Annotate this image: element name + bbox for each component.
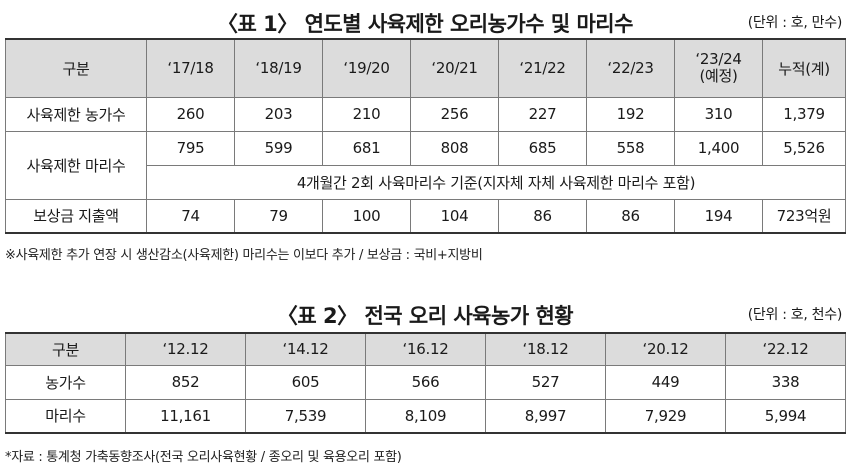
header-cell: ‘22.12 — [725, 332, 846, 366]
header-cell: ‘20.12 — [605, 332, 726, 366]
table-row: 농가수 852 605 566 527 449 338 — [5, 364, 846, 400]
table-row: 마리수 11,161 7,539 8,109 8,997 7,929 5,994 — [5, 398, 846, 434]
header-cell: ‘23/24 (예정) — [674, 38, 763, 98]
table-cell: 210 — [322, 96, 411, 132]
header-cell: ‘16.12 — [365, 332, 486, 366]
table-cell: 605 — [245, 364, 366, 400]
table2-footnote: *자료 : 통계청 가축동향조사(전국 오리사육현황 / 종오리 및 육용오리 … — [5, 450, 402, 465]
table-cell: 100 — [322, 198, 411, 234]
table2-title: 〈표 2〉 전국 오리 사육농가 현황 — [276, 304, 574, 328]
table-cell: 203 — [234, 96, 323, 132]
span-note: 4개월간 2회 사육마리수 기준(지자체 자체 사육제한 마리수 포함) — [146, 164, 846, 200]
table-cell: 723억원 — [762, 198, 846, 234]
table2-header-row: 구분 ‘12.12 ‘14.12 ‘16.12 ‘18.12 ‘20.12 ‘2… — [5, 332, 846, 366]
row-label: 보상금 지출액 — [5, 198, 147, 234]
table-cell: 86 — [498, 198, 587, 234]
table-cell: 449 — [605, 364, 726, 400]
table-cell: 338 — [725, 364, 846, 400]
table-cell: 260 — [146, 96, 235, 132]
table-cell: 8,997 — [485, 398, 606, 434]
row-label: 사육제한 마리수 — [5, 130, 147, 200]
table-cell: 7,539 — [245, 398, 366, 434]
table-row: 사육제한 농가수 260 203 210 256 227 192 310 1,3… — [5, 96, 846, 132]
table-cell: 566 — [365, 364, 486, 400]
header-cell: 구분 — [5, 332, 126, 366]
table1-unit: (단위 : 호, 만수) — [747, 15, 843, 31]
header-cell-line: ‘23/24 — [695, 50, 742, 69]
table1-header-row: 구분 ‘17/18 ‘18/19 ‘19/20 ‘20/21 ‘21/22 ‘2… — [5, 38, 846, 98]
header-cell: ‘19/20 — [322, 38, 411, 98]
table-cell: 527 — [485, 364, 606, 400]
table-cell: 808 — [410, 130, 499, 166]
header-cell: ‘18.12 — [485, 332, 606, 366]
table-cell: 310 — [674, 96, 763, 132]
header-cell: ‘12.12 — [125, 332, 246, 366]
table-cell: 192 — [586, 96, 675, 132]
table-cell: 1,400 — [674, 130, 763, 166]
header-cell: 누적(계) — [762, 38, 846, 98]
table-cell: 104 — [410, 198, 499, 234]
table-cell: 79 — [234, 198, 323, 234]
table-cell: 8,109 — [365, 398, 486, 434]
header-cell: ‘17/18 — [146, 38, 235, 98]
table1-footnote: ※사육제한 추가 연장 시 생산감소(사육제한) 마리수는 이보다 추가 / 보… — [5, 248, 483, 263]
header-cell: ‘20/21 — [410, 38, 499, 98]
table-cell: 5,526 — [762, 130, 846, 166]
header-cell: ‘21/22 — [498, 38, 587, 98]
table-cell: 852 — [125, 364, 246, 400]
table-cell: 599 — [234, 130, 323, 166]
row-label: 마리수 — [5, 398, 126, 434]
table-cell: 681 — [322, 130, 411, 166]
table-cell: 558 — [586, 130, 675, 166]
table-cell: 256 — [410, 96, 499, 132]
table-cell: 5,994 — [725, 398, 846, 434]
table-row: 보상금 지출액 74 79 100 104 86 86 194 723억원 — [5, 198, 846, 234]
header-cell: ‘14.12 — [245, 332, 366, 366]
table2-unit: (단위 : 호, 천수) — [747, 307, 843, 323]
header-cell: 구분 — [5, 38, 147, 98]
table2: 구분 ‘12.12 ‘14.12 ‘16.12 ‘18.12 ‘20.12 ‘2… — [5, 332, 846, 434]
row-label: 농가수 — [5, 364, 126, 400]
table-cell: 1,379 — [762, 96, 846, 132]
row-label: 사육제한 농가수 — [5, 96, 147, 132]
table-cell: 795 — [146, 130, 235, 166]
table-cell: 7,929 — [605, 398, 726, 434]
table-cell: 227 — [498, 96, 587, 132]
table-row: 사육제한 마리수 795 599 681 808 685 558 1,400 5… — [5, 130, 846, 200]
table-cell: 86 — [586, 198, 675, 234]
header-cell: ‘22/23 — [586, 38, 675, 98]
table-cell: 685 — [498, 130, 587, 166]
table-cell: 194 — [674, 198, 763, 234]
table1: 구분 ‘17/18 ‘18/19 ‘19/20 ‘20/21 ‘21/22 ‘2… — [5, 38, 846, 234]
table-cell: 74 — [146, 198, 235, 234]
header-cell-line: (예정) — [699, 67, 738, 86]
table-row: 4개월간 2회 사육마리수 기준(지자체 자체 사육제한 마리수 포함) — [6, 164, 846, 200]
header-cell: ‘18/19 — [234, 38, 323, 98]
table1-title: 〈표 1〉 연도별 사육제한 오리농가수 및 마리수 — [217, 12, 633, 36]
table-cell: 11,161 — [125, 398, 246, 434]
